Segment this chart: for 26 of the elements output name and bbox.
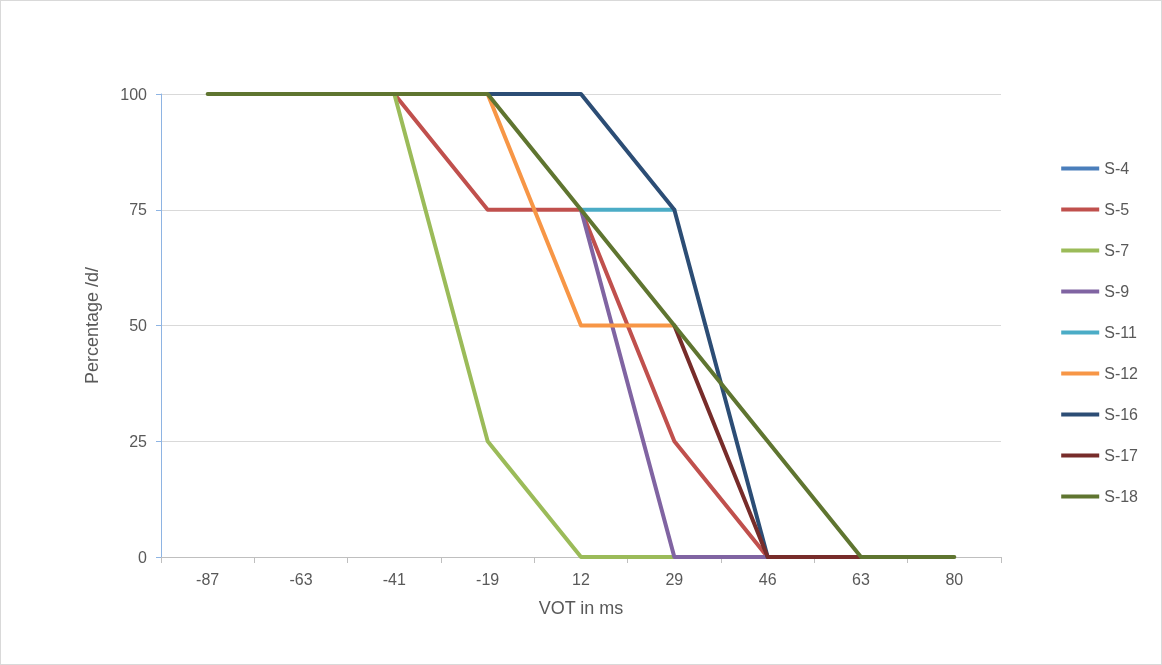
x-axis-title: VOT in ms bbox=[538, 598, 624, 618]
y-tick-label: 75 bbox=[129, 201, 148, 219]
legend-label: S-11 bbox=[1104, 324, 1137, 341]
y-axis-title: Percentage /d/ bbox=[82, 266, 102, 385]
legend-label: S-17 bbox=[1104, 447, 1139, 464]
legend-label: S-16 bbox=[1104, 406, 1139, 423]
legend-label: S-12 bbox=[1104, 365, 1139, 382]
y-tick-label: 0 bbox=[138, 548, 148, 566]
legend-label: S-9 bbox=[1104, 283, 1130, 300]
legend-label: S-18 bbox=[1104, 488, 1139, 505]
x-tick-label: 29 bbox=[665, 570, 684, 588]
y-tick-label: 25 bbox=[129, 432, 148, 450]
x-tick-label: -63 bbox=[289, 570, 313, 588]
x-tick-label: 63 bbox=[852, 570, 870, 588]
legend-label: S-5 bbox=[1104, 201, 1130, 218]
legend-label: S-4 bbox=[1104, 160, 1130, 177]
legend-label: S-7 bbox=[1104, 242, 1130, 259]
y-tick-label: 50 bbox=[129, 317, 148, 334]
x-tick-label: 80 bbox=[945, 570, 964, 588]
x-tick-label: -41 bbox=[382, 570, 406, 588]
line-series bbox=[205, 92, 957, 559]
x-tick-label: -19 bbox=[476, 570, 500, 588]
x-tick-label: 46 bbox=[758, 570, 777, 588]
y-tick-label: 100 bbox=[120, 85, 148, 103]
x-tick-label: 12 bbox=[572, 570, 590, 588]
x-tick-label: -87 bbox=[196, 570, 220, 588]
